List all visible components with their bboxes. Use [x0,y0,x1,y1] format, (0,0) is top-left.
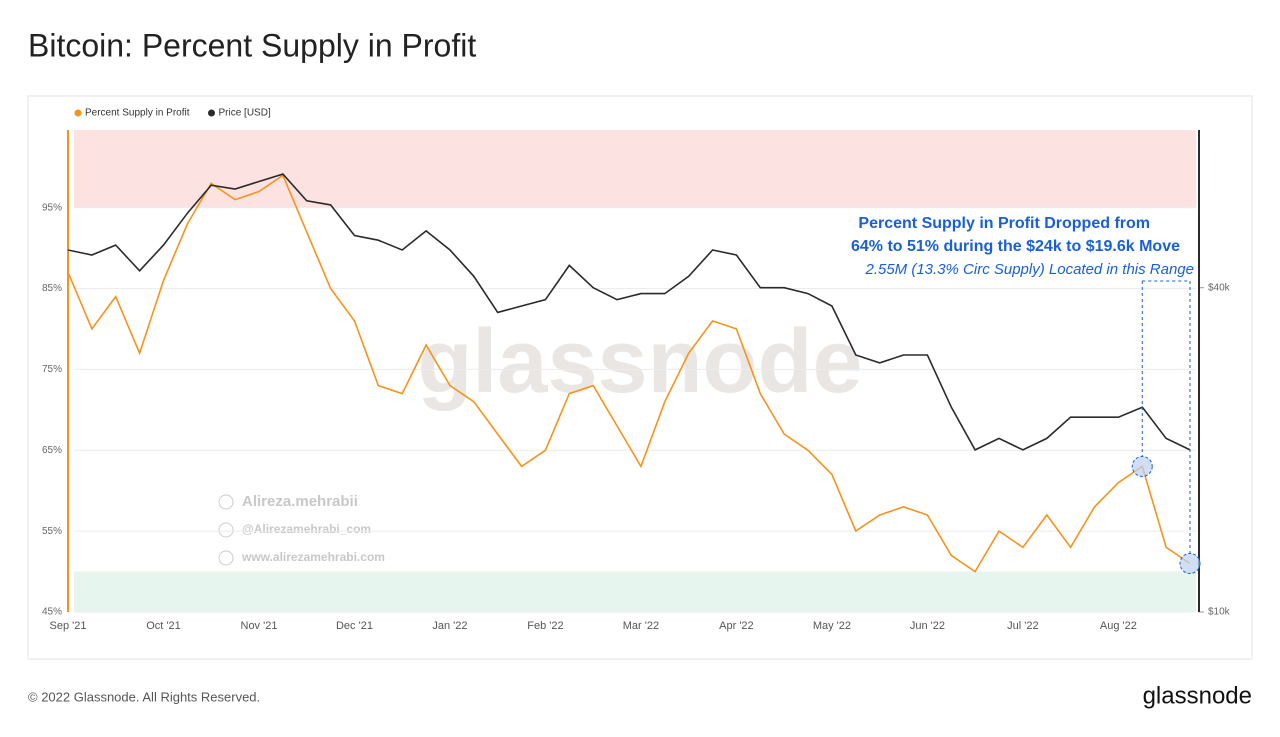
panel [27,95,1253,660]
x-tick-label: Oct '21 [146,620,181,632]
x-tick-label: Dec '21 [336,620,373,632]
x-tick-label: Jul '22 [1007,620,1038,632]
annotation-marker [1179,552,1201,574]
y2-tick-label: $10k [1208,607,1231,618]
x-tick-label: Feb '22 [527,620,563,632]
watermark-icon [218,522,234,538]
y-tick-label: 75% [42,364,62,375]
logo: glassnode [1143,682,1252,709]
x-tick-label: Sep '21 [50,620,87,632]
band [74,130,1196,208]
y2-tick-label: $40k [1208,282,1231,293]
y-tick-label: 55% [42,526,62,537]
annotation-marker [1131,455,1153,477]
y-tick-label: 85% [42,283,62,294]
watermark: Alireza.mehrabii [242,493,358,510]
x-tick-label: Mar '22 [623,620,659,632]
legend-swatch [74,109,82,117]
annotation: 64% to 51% during the $24k to $19.6k Mov… [851,238,1180,255]
watermark: @Alirezamehrabi_com [242,522,371,536]
y-tick-label: 65% [42,445,62,456]
footer: © 2022 Glassnode. All Rights Reserved. [28,689,260,704]
series-line [67,174,1191,573]
legend-swatch [208,109,215,117]
watermark: www.alirezamehrabi.com [241,550,385,564]
watermark-icon [218,550,234,566]
y-tick-label: 45% [42,607,62,618]
x-tick-label: Jun '22 [910,620,945,632]
x-tick-label: Apr '22 [719,620,754,632]
y-tick-label: 95% [42,202,62,213]
band [74,571,1196,612]
series-line [67,173,1191,451]
watermark-icon [218,494,234,510]
chart-title: Bitcoin: Percent Supply in Profit [28,27,476,63]
legend-label: Price [USD] [219,108,271,119]
x-tick-label: Nov '21 [241,620,278,632]
x-tick-label: Aug '22 [1100,620,1137,632]
legend-label: Percent Supply in Profit [85,108,190,119]
annotation: Percent Supply in Profit Dropped from [858,215,1150,232]
x-tick-label: Jan '22 [432,620,467,632]
annotation: 2.55M (13.3% Circ Supply) Located in thi… [864,261,1194,278]
watermark: glassnode [417,312,862,412]
x-tick-label: May '22 [813,620,851,632]
